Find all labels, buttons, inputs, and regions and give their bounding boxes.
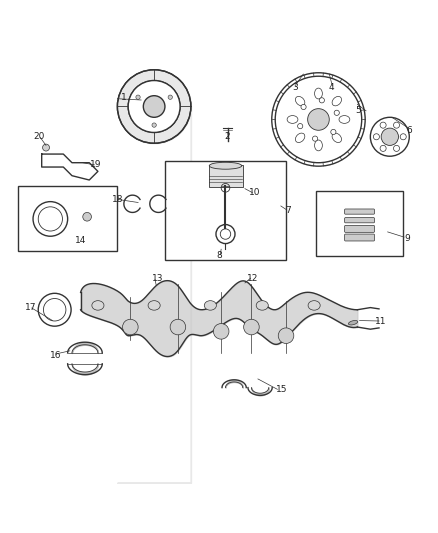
Ellipse shape <box>204 301 216 310</box>
Circle shape <box>168 95 173 99</box>
Circle shape <box>393 122 399 128</box>
Circle shape <box>297 124 303 128</box>
Text: 3: 3 <box>292 83 297 92</box>
Text: 20: 20 <box>34 132 45 141</box>
FancyBboxPatch shape <box>345 234 374 241</box>
Ellipse shape <box>148 301 160 310</box>
Text: 14: 14 <box>75 236 86 245</box>
Ellipse shape <box>92 301 104 310</box>
Ellipse shape <box>332 96 342 106</box>
Ellipse shape <box>209 162 242 169</box>
Text: 5: 5 <box>355 106 361 115</box>
Text: 16: 16 <box>50 351 61 360</box>
Circle shape <box>307 109 329 130</box>
Ellipse shape <box>339 116 350 123</box>
Text: 7: 7 <box>285 206 291 215</box>
Circle shape <box>331 130 336 134</box>
FancyBboxPatch shape <box>345 209 374 214</box>
Circle shape <box>319 98 325 103</box>
Circle shape <box>244 319 259 335</box>
Circle shape <box>123 319 138 335</box>
FancyBboxPatch shape <box>345 225 374 232</box>
Ellipse shape <box>308 301 320 310</box>
Text: 13: 13 <box>152 274 163 283</box>
Ellipse shape <box>314 140 322 151</box>
Circle shape <box>278 328 294 343</box>
Text: 9: 9 <box>404 234 410 243</box>
Circle shape <box>42 144 49 151</box>
Ellipse shape <box>332 133 342 142</box>
Text: 4: 4 <box>328 83 334 92</box>
Text: 2: 2 <box>225 132 230 141</box>
Text: 6: 6 <box>406 126 412 135</box>
FancyBboxPatch shape <box>18 187 117 252</box>
Circle shape <box>136 95 140 99</box>
Circle shape <box>380 122 386 128</box>
Circle shape <box>380 146 386 151</box>
Text: 11: 11 <box>375 317 387 326</box>
Circle shape <box>275 76 362 163</box>
Text: 1: 1 <box>121 93 127 102</box>
Circle shape <box>301 104 306 110</box>
Text: 19: 19 <box>90 160 102 169</box>
Circle shape <box>213 324 229 339</box>
Text: 15: 15 <box>276 385 287 394</box>
Circle shape <box>400 134 406 140</box>
Circle shape <box>170 319 186 335</box>
Circle shape <box>371 117 409 156</box>
Circle shape <box>373 134 379 140</box>
Ellipse shape <box>287 116 298 123</box>
FancyBboxPatch shape <box>165 160 286 260</box>
Circle shape <box>312 136 318 141</box>
Ellipse shape <box>295 96 305 106</box>
FancyBboxPatch shape <box>316 191 403 256</box>
Ellipse shape <box>349 320 358 325</box>
Circle shape <box>381 128 399 146</box>
Circle shape <box>143 96 165 117</box>
Circle shape <box>393 146 399 151</box>
Ellipse shape <box>295 133 305 142</box>
Ellipse shape <box>256 301 268 310</box>
Text: 10: 10 <box>249 189 260 198</box>
Text: 12: 12 <box>247 274 258 283</box>
Circle shape <box>152 123 156 127</box>
Circle shape <box>83 213 92 221</box>
Circle shape <box>334 110 339 116</box>
FancyBboxPatch shape <box>208 165 243 188</box>
Ellipse shape <box>314 88 322 99</box>
Text: 17: 17 <box>25 303 37 312</box>
Text: 18: 18 <box>112 195 123 204</box>
Circle shape <box>128 80 180 132</box>
Text: 8: 8 <box>216 251 222 260</box>
FancyBboxPatch shape <box>345 217 374 223</box>
